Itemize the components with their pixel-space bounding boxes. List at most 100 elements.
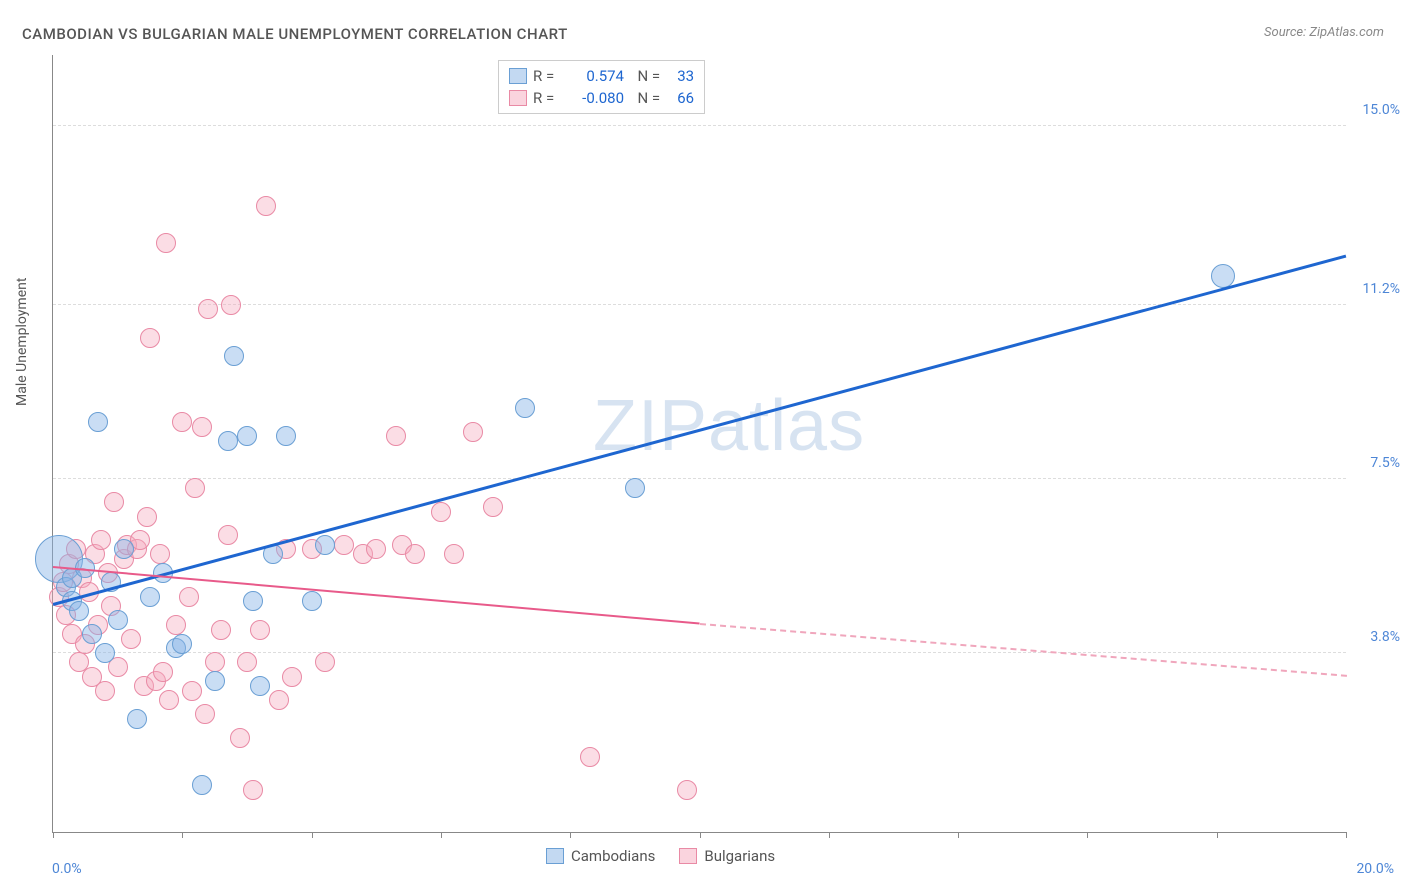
x-tick (182, 832, 183, 838)
legend-item-blue: Cambodians (546, 847, 655, 865)
data-point (69, 601, 89, 621)
data-point (159, 690, 179, 710)
data-point (250, 620, 270, 640)
x-tick (1346, 832, 1347, 838)
data-point (205, 652, 225, 672)
swatch-pink (509, 90, 527, 106)
swatch-blue (509, 68, 527, 84)
data-point (218, 431, 238, 451)
gridline (53, 125, 1346, 126)
source-label: Source: ZipAtlas.com (1264, 25, 1384, 40)
x-tick (829, 832, 830, 838)
n-value-pink: 66 (666, 89, 694, 107)
data-point (137, 507, 157, 527)
y-tick-label: 11.2% (1362, 281, 1400, 297)
data-point (315, 652, 335, 672)
gridline (53, 478, 1346, 479)
data-point (121, 629, 141, 649)
x-tick (1087, 832, 1088, 838)
x-tick (1217, 832, 1218, 838)
trend-line (699, 623, 1346, 677)
series-legend: Cambodians Bulgarians (546, 847, 775, 865)
data-point (230, 728, 250, 748)
data-point (205, 671, 225, 691)
data-point (221, 295, 241, 315)
y-tick-label: 15.0% (1362, 102, 1400, 118)
data-point (95, 643, 115, 663)
x-tick (53, 832, 54, 838)
n-label: N = (630, 67, 660, 85)
data-point (431, 502, 451, 522)
data-point (211, 620, 231, 640)
data-point (108, 610, 128, 630)
data-point (192, 417, 212, 437)
data-point (237, 426, 257, 446)
data-point (256, 196, 276, 216)
data-point (515, 398, 535, 418)
r-label: R = (533, 89, 563, 107)
data-point (243, 780, 263, 800)
data-point (127, 709, 147, 729)
r-value-pink: -0.080 (569, 89, 624, 107)
data-point (104, 492, 124, 512)
legend-label-pink: Bulgarians (704, 847, 775, 865)
n-value-blue: 33 (666, 67, 694, 85)
data-point (386, 426, 406, 446)
x-tick (441, 832, 442, 838)
data-point (166, 615, 186, 635)
y-tick-label: 3.8% (1370, 629, 1400, 645)
plot-area: ZIPatlas 3.8%7.5%11.2%15.0% (52, 55, 1346, 833)
x-axis-max: 20.0% (1356, 861, 1394, 877)
r-value-blue: 0.574 (569, 67, 624, 85)
data-point (243, 591, 263, 611)
data-point (250, 676, 270, 696)
data-point (366, 539, 386, 559)
x-tick (312, 832, 313, 838)
swatch-pink (679, 848, 697, 864)
data-point (282, 667, 302, 687)
x-tick (700, 832, 701, 838)
data-point (334, 535, 354, 555)
legend-label-blue: Cambodians (571, 847, 655, 865)
x-axis-min: 0.0% (52, 861, 82, 877)
data-point (140, 328, 160, 348)
data-point (444, 544, 464, 564)
n-label: N = (630, 89, 660, 107)
data-point (179, 587, 199, 607)
data-point (224, 346, 244, 366)
data-point (95, 681, 115, 701)
data-point (302, 591, 322, 611)
x-tick (958, 832, 959, 838)
data-point (463, 422, 483, 442)
gridline (53, 304, 1346, 305)
data-point (185, 478, 205, 498)
data-point (88, 412, 108, 432)
data-point (140, 587, 160, 607)
data-point (237, 652, 257, 672)
data-point (198, 299, 218, 319)
data-point (172, 634, 192, 654)
r-label: R = (533, 67, 563, 85)
data-point (677, 780, 697, 800)
data-point (483, 497, 503, 517)
data-point (82, 624, 102, 644)
y-axis-label: Male Unemployment (14, 278, 30, 406)
data-point (625, 478, 645, 498)
data-point (580, 747, 600, 767)
swatch-blue (546, 848, 564, 864)
data-point (114, 539, 134, 559)
data-point (192, 775, 212, 795)
data-point (150, 544, 170, 564)
x-tick (570, 832, 571, 838)
legend-item-pink: Bulgarians (679, 847, 775, 865)
data-point (218, 525, 238, 545)
data-point (195, 704, 215, 724)
data-point (172, 412, 192, 432)
data-point (269, 690, 289, 710)
data-point (315, 535, 335, 555)
chart-container: CAMBODIAN VS BULGARIAN MALE UNEMPLOYMENT… (0, 0, 1406, 892)
data-point (156, 233, 176, 253)
legend-row-blue: R = 0.574 N = 33 (509, 65, 694, 87)
data-point (91, 530, 111, 550)
data-point (182, 681, 202, 701)
